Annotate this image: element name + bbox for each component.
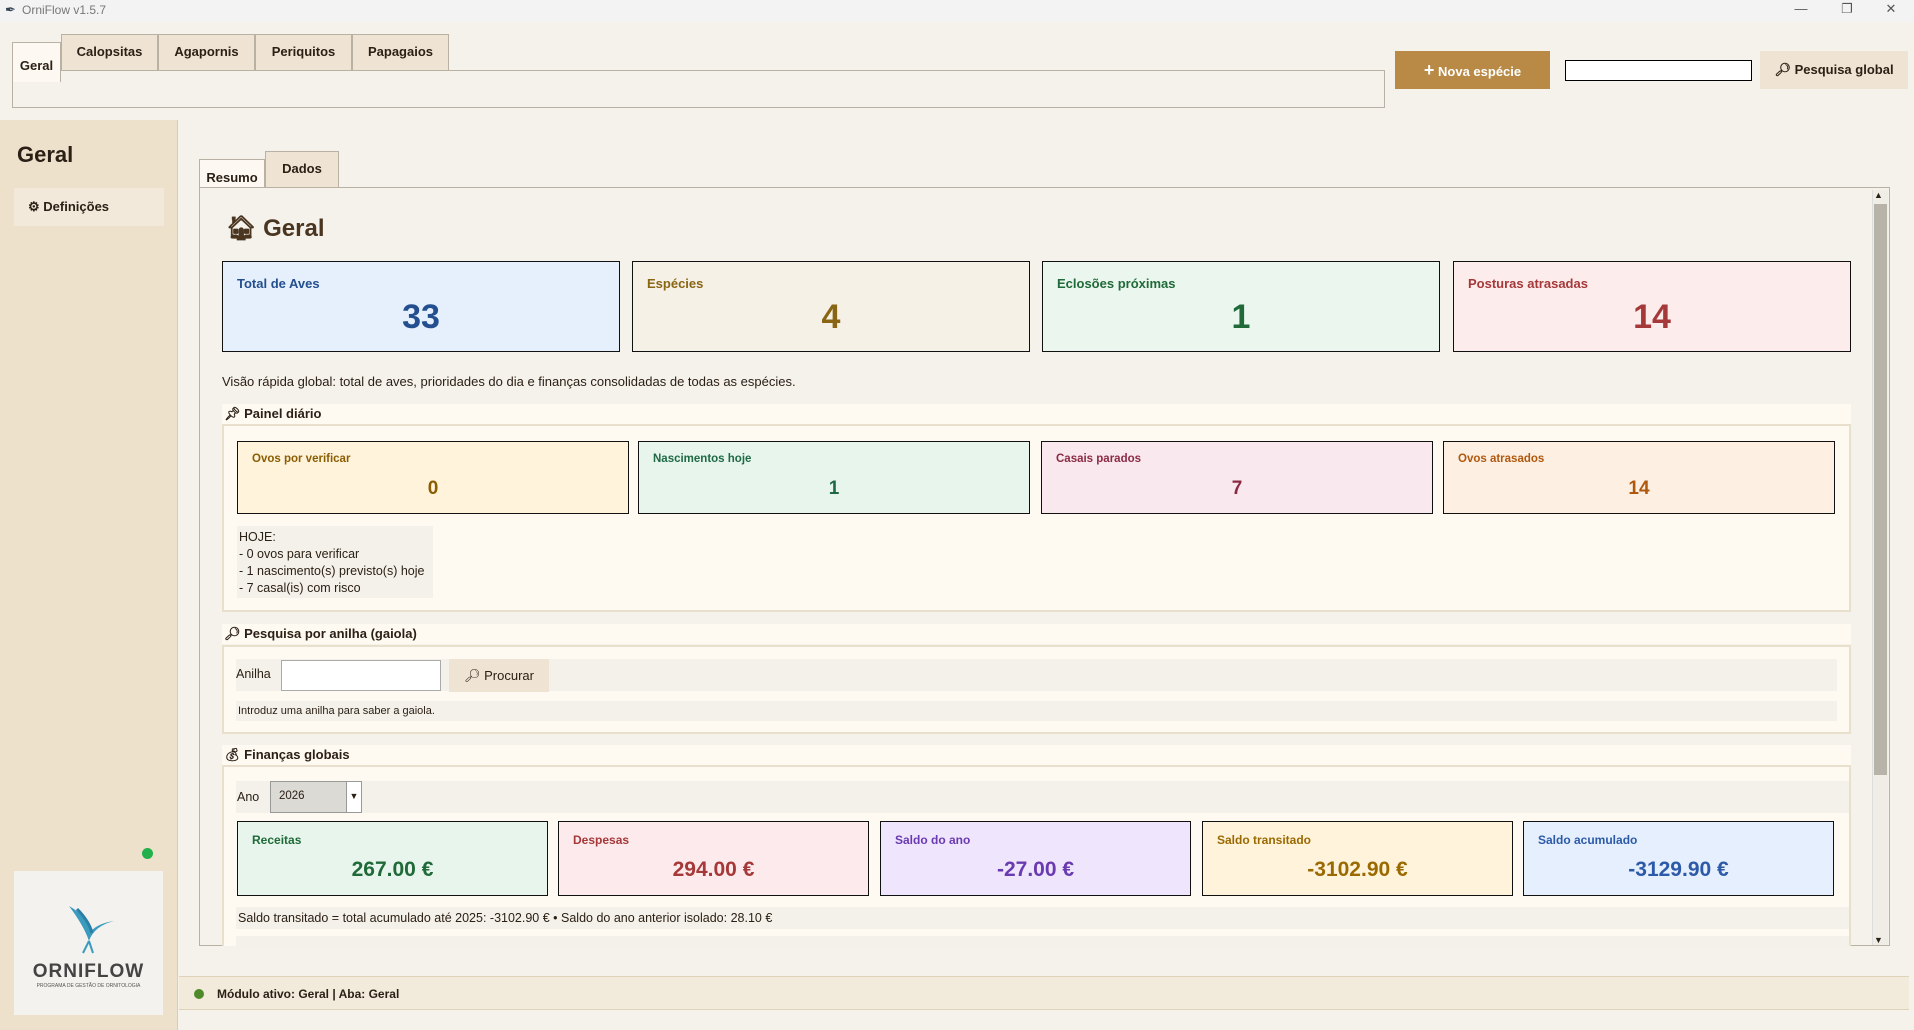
ring-input[interactable]	[281, 660, 441, 691]
finance-note: Saldo transitado = total acumulado até 2…	[236, 907, 1849, 929]
top-tab-panel	[12, 70, 1385, 108]
finance-header: 💰︎ Finanças globais	[222, 745, 1851, 765]
finance-value: 294.00 €	[672, 858, 755, 881]
minimize-button[interactable]: —	[1794, 1, 1808, 16]
new-species-button[interactable]: + Nova espécie	[1395, 51, 1550, 89]
chevron-down-icon[interactable]: ▼	[346, 782, 361, 812]
daily-label: Nascimentos hoje	[653, 453, 752, 465]
year-row	[236, 781, 1849, 813]
page-title: 🏠︎ Geral	[226, 215, 325, 242]
bird-logo-icon	[68, 906, 114, 954]
finance-card: Saldo transitado -3102.90 €	[1202, 821, 1513, 896]
ring-label: Anilha	[236, 667, 271, 681]
daily-label: Ovos atrasados	[1458, 453, 1545, 465]
stat-card: Espécies 4	[632, 261, 1030, 352]
tab-geral[interactable]: Geral	[12, 42, 61, 82]
magnifier-icon: 🔎︎	[464, 668, 481, 683]
plus-icon: +	[1423, 60, 1435, 80]
ring-search-header: 🔎︎ Pesquisa por anilha (gaiola)	[222, 624, 1851, 644]
finance-value: 267.00 €	[351, 858, 434, 881]
year-label: Ano	[237, 790, 260, 804]
finance-label: Receitas	[252, 833, 302, 847]
scroll-down-arrow[interactable]: ▼	[1874, 935, 1883, 945]
status-text: Módulo ativo: Geral | Aba: Geral	[217, 987, 400, 1001]
finance-card: Despesas 294.00 €	[558, 821, 869, 896]
connection-status-dot	[142, 848, 153, 859]
stat-label: Posturas atrasadas	[1468, 276, 1588, 291]
stat-value: 4	[821, 298, 841, 336]
finance-label: Despesas	[573, 833, 630, 847]
magnifier-icon: 🔎︎	[224, 626, 241, 641]
tab-dados[interactable]: Dados	[265, 151, 339, 187]
window-title: OrniFlow v1.5.7	[22, 3, 107, 17]
daily-value: 14	[1628, 478, 1650, 499]
house-icon: 🏠︎	[226, 215, 257, 242]
finance-value: -3102.90 €	[1307, 858, 1408, 881]
status-dot	[194, 989, 204, 999]
sidebar-title: Geral	[17, 142, 74, 167]
tab-calopsitas[interactable]: Calopsitas	[61, 34, 158, 70]
vertical-scrollbar[interactable]: ▲ ▼	[1872, 190, 1888, 945]
title-bar: ✒ OrniFlow v1.5.7 — ❐ ✕	[0, 0, 1914, 22]
finance-label: Saldo do ano	[895, 833, 971, 847]
orniflow-logo: ORNIFLOW PROGRAMA DE GESTÃO DE ORNITOLOG…	[14, 871, 163, 1015]
finance-label: Saldo transitado	[1217, 833, 1312, 847]
daily-value: 0	[427, 478, 439, 499]
daily-label: Ovos por verificar	[252, 453, 351, 465]
stat-value: 33	[402, 298, 440, 336]
daily-value: 1	[828, 478, 840, 499]
tab-resumo[interactable]: Resumo	[199, 159, 265, 188]
today-summary: HOJE: - 0 ovos para verificar - 1 nascim…	[237, 526, 433, 598]
finance-card: Saldo do ano -27.00 €	[880, 821, 1191, 896]
daily-label: Casais parados	[1056, 453, 1142, 465]
daily-card: Casais parados 7	[1041, 441, 1433, 514]
daily-card: Ovos atrasados 14	[1443, 441, 1835, 514]
daily-card: Ovos por verificar 0	[237, 441, 629, 514]
stat-label: Eclosões próximas	[1057, 276, 1176, 291]
finance-card: Saldo acumulado -3129.90 €	[1523, 821, 1834, 896]
gear-icon: ⚙	[28, 199, 40, 214]
money-bag-icon: 💰︎	[224, 747, 241, 762]
feather-icon: ✒	[5, 2, 16, 17]
stat-card: Eclosões próximas 1	[1042, 261, 1440, 352]
daily-panel-header: 📌︎ Painel diário	[222, 404, 1851, 424]
stat-label: Total de Aves	[237, 276, 320, 291]
tab-agapornis[interactable]: Agapornis	[158, 34, 255, 70]
description-text: Visão rápida global: total de aves, prio…	[222, 374, 796, 389]
stat-value: 1	[1231, 298, 1251, 336]
daily-card: Nascimentos hoje 1	[638, 441, 1030, 514]
finance-card: Receitas 267.00 €	[237, 821, 548, 896]
daily-value: 7	[1231, 478, 1243, 499]
tab-periquitos[interactable]: Periquitos	[255, 34, 352, 70]
stat-card: Posturas atrasadas 14	[1453, 261, 1851, 352]
close-button[interactable]: ✕	[1885, 1, 1897, 16]
status-bar: Módulo ativo: Geral | Aba: Geral	[179, 976, 1909, 1010]
scroll-up-arrow[interactable]: ▲	[1874, 190, 1883, 200]
sidebar-item-definicoes[interactable]: ⚙ Definições	[14, 188, 164, 226]
finance-clipped-row	[236, 936, 1849, 950]
scrollbar-thumb[interactable]	[1874, 204, 1887, 775]
global-search-button[interactable]: 🔎︎ Pesquisa global	[1760, 51, 1908, 89]
maximize-button[interactable]: ❐	[1841, 1, 1853, 16]
pin-icon: 📌︎	[224, 406, 241, 421]
finance-label: Saldo acumulado	[1538, 833, 1638, 847]
sidebar: Geral ⚙ Definições ORNIFLOW PROGRAMA DE …	[0, 120, 178, 1030]
find-button[interactable]: 🔎︎ Procurar	[449, 659, 549, 692]
year-select[interactable]: 2026 ▼	[270, 781, 362, 813]
magnifier-icon: 🔎︎	[1774, 62, 1791, 77]
stat-value: 14	[1633, 298, 1671, 336]
ring-search-hint: Introduz uma anilha para saber a gaiola.	[236, 701, 1837, 721]
stat-label: Espécies	[647, 276, 704, 291]
finance-value: -3129.90 €	[1628, 858, 1729, 881]
stat-card: Total de Aves 33	[222, 261, 620, 352]
finance-value: -27.00 €	[996, 858, 1075, 881]
global-search-input[interactable]	[1565, 60, 1752, 81]
tab-papagaios[interactable]: Papagaios	[352, 34, 449, 70]
